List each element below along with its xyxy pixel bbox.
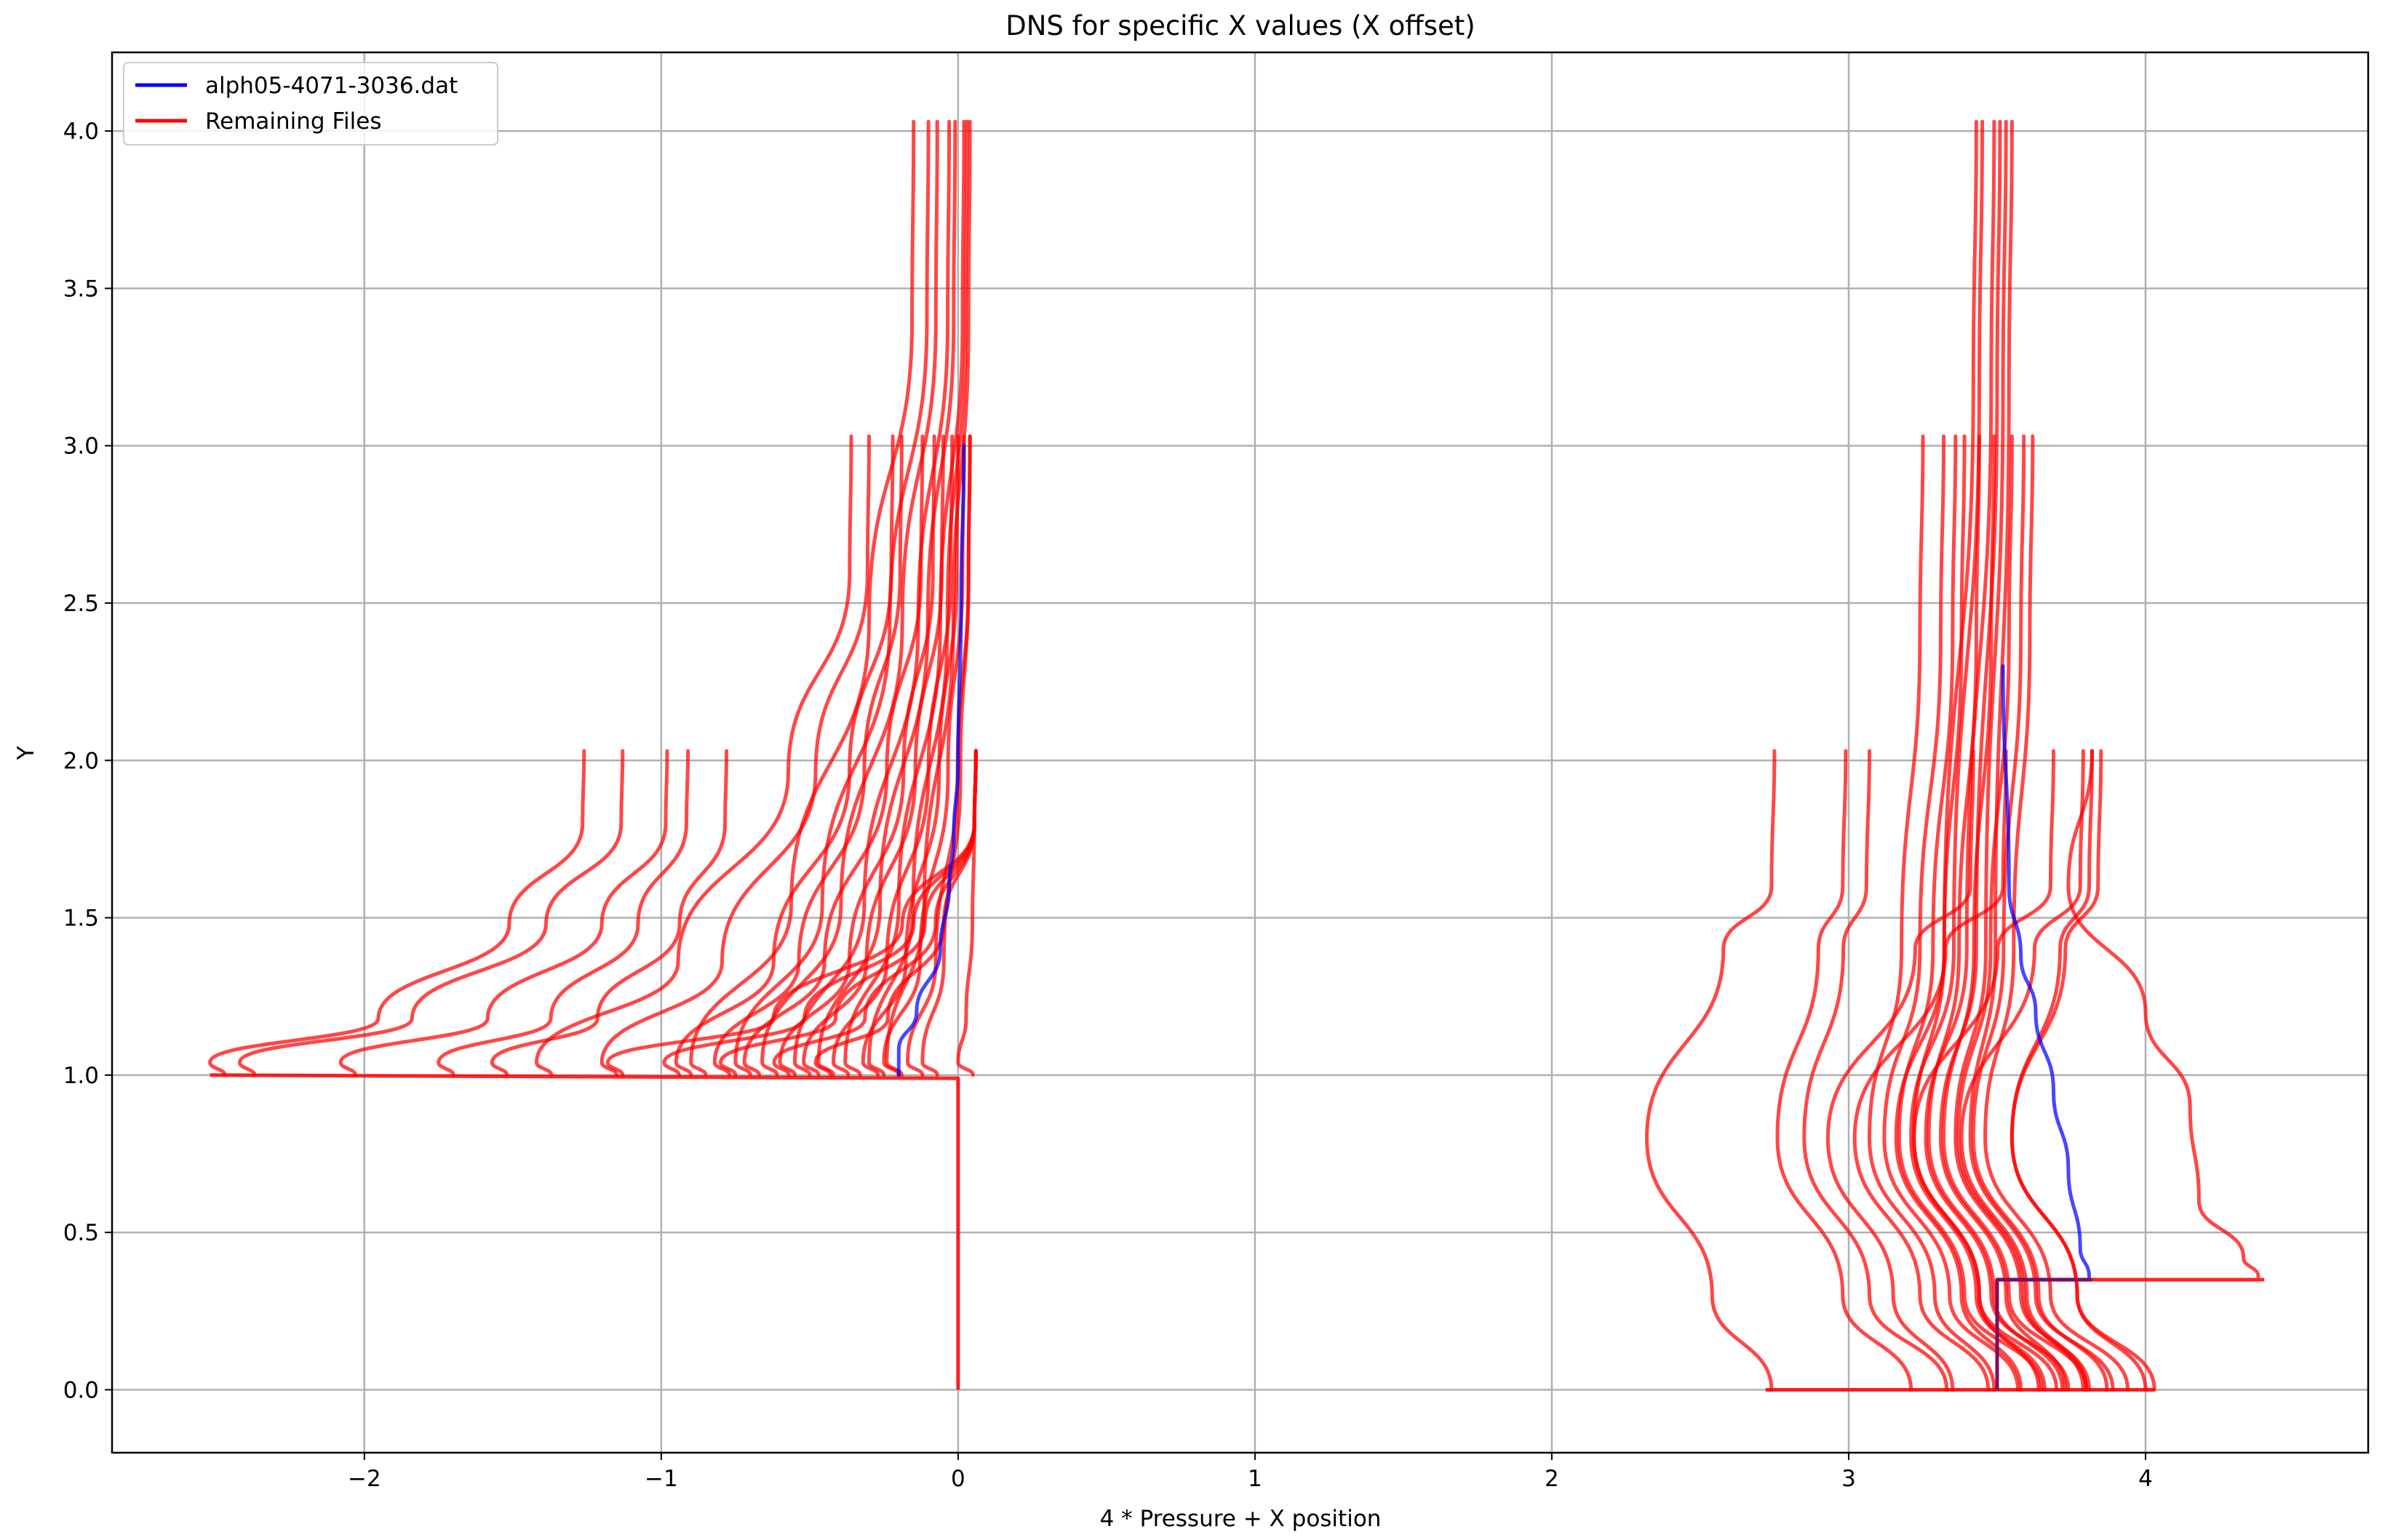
remaining-files-line [1868, 434, 1996, 1392]
highlighted-file-series [896, 444, 2092, 1390]
legend-label-remaining: Remaining Files [205, 108, 382, 135]
remaining-files-line [1645, 749, 1777, 1392]
remaining-files-line [208, 749, 586, 1077]
remaining-files-line [867, 119, 969, 1077]
remaining-files-line [1938, 119, 2068, 1392]
chart-title: DNS for specific X values (X offset) [1005, 10, 1475, 41]
y-tick-label: 0.5 [63, 1220, 99, 1246]
remaining-files-line [1968, 119, 2115, 1392]
grid [112, 52, 2368, 1453]
remaining-files-line [600, 434, 871, 1077]
remaining-files-line [2009, 749, 2156, 1392]
remaining-files-line [1802, 749, 1949, 1392]
remaining-files-line [1924, 119, 2071, 1392]
highlighted-file-line [2001, 664, 2091, 1279]
remaining-files-line [733, 119, 931, 1077]
remaining-files-line [1927, 434, 2065, 1392]
highlighted-file-line [896, 444, 966, 1077]
remaining-files-line [1897, 434, 2044, 1392]
legend-label-highlighted: alph05-4071-3036.dat [205, 73, 458, 99]
remaining-files-line [490, 749, 729, 1077]
y-tick-label: 2.0 [63, 748, 99, 774]
remaining-files-line [712, 434, 904, 1077]
remaining-files-line [1894, 119, 2023, 1392]
remaining-files-line [535, 434, 853, 1077]
remaining-files-line [861, 434, 960, 1077]
remaining-files-line [832, 434, 955, 1077]
remaining-files-line [689, 119, 916, 1077]
y-tick-label: 2.5 [63, 591, 99, 617]
remaining-files-line [793, 119, 952, 1077]
remaining-files-line [1956, 434, 2085, 1392]
remaining-files-line [778, 434, 936, 1077]
y-tick-label: 3.5 [63, 276, 99, 302]
y-tick-label: 0.0 [63, 1377, 99, 1403]
legend-box [123, 62, 498, 145]
y-tick-label: 1.5 [63, 906, 99, 932]
x-tick-label: −1 [645, 1466, 678, 1492]
x-tick-label: −2 [348, 1466, 381, 1492]
x-tick-label: 3 [1841, 1466, 1856, 1492]
remaining-files-line [2066, 749, 2260, 1279]
remaining-files-line [1775, 749, 1913, 1392]
remaining-files-line [1882, 434, 2020, 1392]
x-tick-label: 1 [1248, 1466, 1262, 1492]
remaining-files-line [885, 119, 972, 1077]
x-tick-label: 4 [2138, 1466, 2153, 1492]
remaining-files-line [238, 749, 625, 1077]
remaining-files-line [1912, 434, 2041, 1392]
y-tick-label: 4.0 [63, 119, 99, 145]
remaining-files-line [760, 119, 939, 1077]
step-outline-left [210, 1073, 960, 1390]
remaining-files-line [1983, 434, 2130, 1392]
remaining-files-line [1971, 434, 2109, 1392]
remaining-files-line [338, 749, 669, 1077]
remaining-files-line [1825, 749, 1975, 1392]
remaining-files-line [1953, 119, 2091, 1392]
y-axis-label: Y [13, 746, 39, 760]
remaining-files-line [1909, 119, 2047, 1392]
remaining-files-line [816, 119, 957, 1077]
y-tick-label: 1.0 [63, 1063, 99, 1089]
legend: alph05-4071-3036.dat Remaining Files [123, 62, 498, 145]
remaining-files-line [437, 749, 690, 1077]
highlighted-file-step [1995, 1277, 2092, 1390]
remaining-files-series [208, 119, 2265, 1392]
remaining-files-line [920, 434, 972, 1077]
axis-ticks: −2 −1 0 1 2 3 4 0.0 0.5 1.0 1.5 2.0 2.5 3.0 3.5 4.0 [63, 119, 2153, 1492]
remaining-files-line [956, 749, 978, 1077]
remaining-files-line [843, 119, 966, 1077]
x-tick-label: 2 [1545, 1466, 1559, 1492]
y-tick-label: 3.0 [63, 434, 99, 460]
x-tick-label: 0 [951, 1466, 965, 1492]
x-axis-label: 4 * Pressure + X position [1100, 1506, 1382, 1532]
plot-frame [111, 51, 2370, 1454]
